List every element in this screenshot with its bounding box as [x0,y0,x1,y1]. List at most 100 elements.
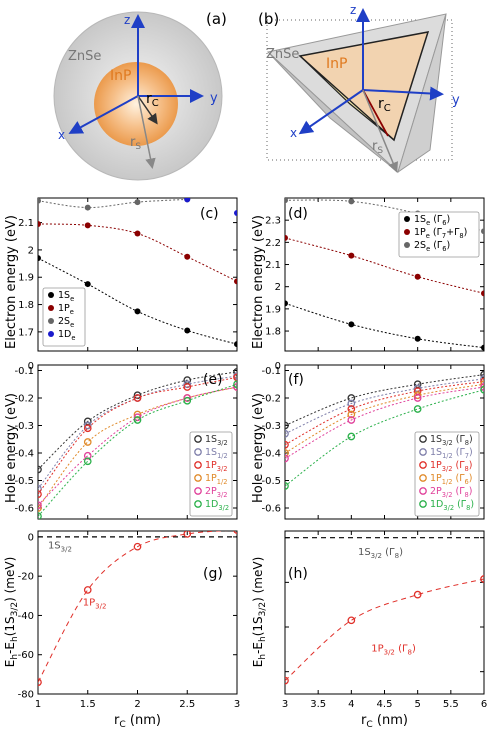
data-point-1P3/2 [480,575,484,583]
chart-e: -0.6 -0.5 -0.4 -0.3 -0.2 -0.10 1S3/21S1/21P3/2… [14,361,238,520]
y-tick-label: -60 [18,650,34,661]
x-axis-arrow-b [298,89,364,135]
data-point-1Pe [481,290,484,297]
data-point-2Se [134,199,141,206]
y-tick-label: -20 [18,572,34,583]
data-point-1P3/2 [183,383,192,391]
y-tick-label: 2.1 [18,218,34,229]
data-point-1De [234,210,237,217]
y-tick-label: -0.2 [261,394,281,405]
data-point-1Pe [184,253,191,260]
data-point-1S1/2 [83,421,92,430]
data-point-1S3/2 [233,368,237,376]
x-tick-label: 4.5 [377,699,393,710]
legend-entry: 1S1/2 [205,447,228,460]
legend-marker [404,229,410,235]
legend-entry: 1P1/2 [205,473,227,486]
legend-entry: 1S3/2 [205,434,228,447]
legend-entry: 1D3/2 [205,499,229,512]
data-point-1Se [134,308,141,315]
data-point-1De [184,198,191,203]
data-point-1P3/2 [413,590,422,599]
panel-a-rc-label: rC [146,91,159,109]
chart-f: -0.6 -0.5 -0.4 -0.3 -0.2 -0.10 1S3/2 (Γ8)1S1/2… [261,361,485,520]
legend-marker [194,461,202,469]
legend-marker [419,435,427,443]
legend-marker [194,500,202,508]
data-point-1P1/2 [413,391,422,400]
panel-b-shell-label: ZnSe [266,47,299,62]
data-point-1Se [38,255,41,262]
panel-b-rs-label: rS [372,139,383,156]
legend-marker [48,331,54,337]
data-point-1Pe [285,234,288,241]
data-point-1P1/2 [285,449,289,457]
chart-g: 1 1.5 2 2.5 3 -80 -60 -40 -20 0 1S3/2 1P3/2 (g) rC (n… [18,530,240,730]
legend-marker [48,318,54,324]
y-tick-label: 1.8 [18,300,34,311]
y-tick-label: 0 [28,532,34,543]
legend-entry: 1S1/2 (Γ7) [430,447,473,460]
data-point-1Se [414,335,421,342]
hole-ylabel-right: Hole energy (eV) [251,393,266,503]
data-point-1D3/2 [233,380,237,389]
data-point-2Se [481,228,484,235]
y-tick-label: -0.3 [261,421,281,432]
fit-curve-2Se [38,198,188,209]
panel-tag-d: (d) [288,206,308,222]
plot-frame-h [284,530,485,695]
panel-tag-f: (f) [288,372,304,388]
data-point-1Se [481,344,484,351]
fit-curve-2P3/2 [285,386,484,459]
y-tick-label: -0.5 [14,476,34,487]
data-point-1Se [285,300,288,307]
data-point-1S1/2 [347,399,356,408]
data-point-1P3/2 [133,394,142,402]
data-point-1D3/2 [38,512,42,519]
panel-b-x-label: x [290,126,297,140]
legend-marker [194,487,202,495]
legend-entry: 1D3/2 (Γ8) [430,499,474,512]
y-tick-label: 1.9 [18,273,34,284]
panel-a-x-label: x [58,128,65,142]
y-tick-label: -0.4 [261,449,281,460]
legend-entry: 1S3/2 (Γ8) [430,434,473,447]
data-point-2P3/2 [480,383,484,391]
plot-frame-g [37,530,238,695]
panel-a-rs-label: rS [130,135,141,152]
legend-box [414,431,480,517]
legend-entry: 1Se (Γ6) [414,214,450,227]
x-tick-label: 2 [134,699,140,710]
data-point-1Pe [234,278,237,285]
data-point-2Se [285,198,288,204]
y-tick-label: -0.1 [261,366,281,377]
fit-curve-1Pe [285,237,484,294]
panel-b-z-label: z [350,3,356,17]
data-point-1P3/2 [38,678,42,687]
data-point-1D3/2 [347,432,356,441]
data-point-1Pe [134,230,141,237]
legend-entry: 2P3/2 [205,486,227,499]
data-point-1P3/2 [347,616,356,625]
data-point-2P3/2 [83,451,92,460]
data-point-2P3/2 [347,416,356,424]
y-tick-label: 2.2 [265,238,281,249]
data-point-1Se [348,321,355,328]
legend-entry: 1Pe [58,303,74,316]
legend-marker [419,474,427,482]
legend-marker [419,500,427,508]
y-tick-label: -40 [18,611,34,622]
y-tick-label: -0.5 [261,476,281,487]
shell-face-front [267,51,399,173]
legend-marker [194,435,202,443]
data-point-1P3/2 [83,586,92,594]
x-tick-label: 6 [481,699,487,710]
data-point-2Se [84,204,91,211]
panel-tag-e: (e) [203,372,223,388]
core-face-front [299,55,395,141]
fit-curve-1P3/2 [38,376,237,495]
panel-b-tetrahedron: (b) ZnSe InP z y x rC rS [258,3,460,174]
electron-ylabel: Electron energy (eV) [4,215,19,349]
